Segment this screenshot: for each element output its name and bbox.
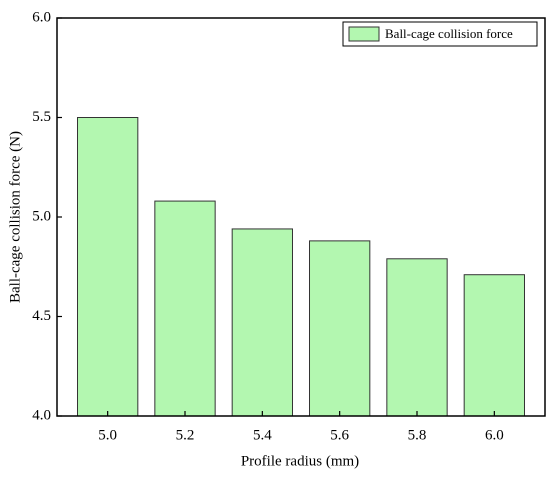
- x-tick-label: 5.4: [253, 427, 272, 443]
- x-tick-label: 5.8: [408, 427, 427, 443]
- bar: [231, 228, 293, 417]
- x-tick-label: 6.0: [485, 427, 504, 443]
- bar: [77, 117, 139, 417]
- plot-frame: [56, 17, 546, 417]
- x-tick-label: 5.0: [98, 427, 117, 443]
- y-axis-label: Ball-cage collision force (N): [7, 131, 23, 303]
- y-tick-label: 6.0: [32, 9, 51, 25]
- legend-swatch: [348, 26, 380, 42]
- x-axis-label: Profile radius (mm): [241, 453, 359, 469]
- bar: [309, 240, 371, 417]
- x-tick-label: 5.2: [176, 427, 195, 443]
- bar: [154, 200, 216, 417]
- y-tick-label: 4.5: [32, 308, 51, 324]
- bar: [463, 274, 525, 417]
- bar: [386, 258, 448, 417]
- x-tick-label: 5.6: [330, 427, 349, 443]
- legend-label: Ball-cage collision force: [385, 26, 513, 41]
- y-tick-label: 4.0: [32, 407, 51, 423]
- y-tick-label: 5.5: [32, 109, 51, 125]
- y-tick-label: 5.0: [32, 208, 51, 224]
